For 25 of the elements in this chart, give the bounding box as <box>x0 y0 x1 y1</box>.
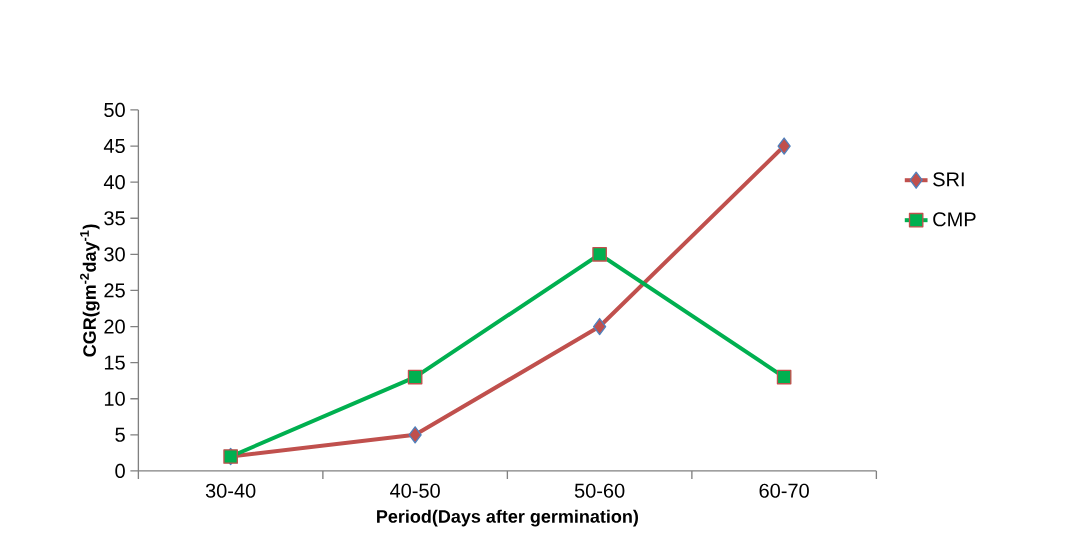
point <box>776 369 792 385</box>
y-tick-label: 30 <box>104 247 125 262</box>
y-tick-label: 10 <box>104 391 125 406</box>
point <box>777 137 791 155</box>
point <box>407 369 423 385</box>
point <box>408 426 422 444</box>
legend-label: CMP <box>933 212 976 227</box>
y-axis-title: CGR(gm$^{-2}$day$^{-1}$) <box>80 224 100 357</box>
point <box>592 317 607 336</box>
x-axis-title: Period(Days after germination) <box>377 509 638 527</box>
point <box>592 247 607 262</box>
x-tick-label: 50-60 <box>574 483 625 498</box>
x-tick-label: 40-50 <box>390 483 440 498</box>
y-tick-label: 50 <box>104 102 125 118</box>
x-tick-label: 30-40 <box>205 483 256 498</box>
y-tick-label: 0 <box>115 463 125 479</box>
y-tick-label: 15 <box>104 355 125 370</box>
y-tick-label: 45 <box>103 139 125 154</box>
y-tick-label: 20 <box>104 319 125 334</box>
x-tick-label: 60-70 <box>759 483 809 498</box>
y-tick-label: 5 <box>115 427 125 442</box>
y-tick-label: 25 <box>104 283 125 298</box>
legend-label: SRI <box>933 172 964 187</box>
y-tick-label: 35 <box>104 211 125 226</box>
y-tick-label: 40 <box>103 175 125 190</box>
